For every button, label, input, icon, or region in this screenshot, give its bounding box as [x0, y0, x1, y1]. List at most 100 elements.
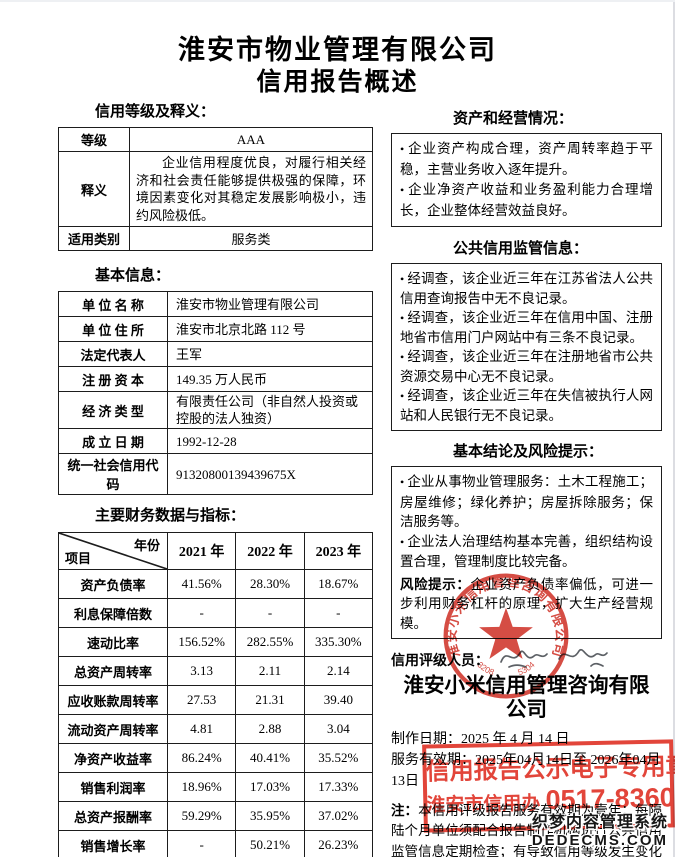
- metric-label: 资产负债率: [58, 569, 168, 599]
- table-row: 成 立 日 期 1992-12-28: [58, 428, 373, 454]
- metric-label: 总资产周转率: [58, 656, 168, 686]
- metric-value: 3.04: [303, 714, 374, 744]
- rating-definition-value: 企业信用程度优良，对履行相关经济和社会责任能够提供极强的保障，环境因素变化对其稳…: [129, 151, 373, 227]
- table-row: 适用类别 服务类: [58, 226, 373, 251]
- footnote: 注：本信用评级报告服务有效期为壹年；每隔陆个月单位须配合报告制作机构进行公共信用…: [391, 801, 662, 857]
- metric-value: 50.21%: [235, 830, 305, 857]
- company-name-value: 淮安市物业管理有限公司: [167, 291, 373, 317]
- table-row: 经 济 类 型有限责任公司（非自然人投资或控股的法人独资）: [58, 391, 373, 429]
- field-label: 单 位 住 所: [58, 316, 168, 342]
- rating-definition-label: 释义: [58, 151, 130, 227]
- field-label: 经 济 类 型: [58, 391, 168, 429]
- legal-rep-value: 王军: [167, 341, 373, 367]
- metric-value: -: [166, 830, 237, 857]
- agency-name-line2: 公司: [506, 698, 547, 721]
- diagonal-line: [59, 533, 167, 569]
- metric-label: 利息保障倍数: [58, 598, 168, 628]
- rating-table: 等级 AAA 释义 企业信用程度优良，对履行相关经济和社会责任能够提供极强的保障…: [58, 127, 373, 251]
- table-row: 注 册 资 本 149.35 万人民币: [58, 366, 373, 392]
- metric-value: -: [303, 598, 374, 628]
- assets-ops-heading: 资产和经营情况：: [453, 110, 574, 127]
- table-row: 单 位 名 称淮安市物业管理有限公司: [58, 291, 373, 317]
- risk-warning-label: 风险提示：: [400, 576, 471, 592]
- watermark-line2: DEDECMS.COM: [531, 832, 668, 849]
- year-corner-label: 年份: [133, 538, 160, 553]
- metric-value: -: [166, 598, 237, 628]
- watermark-line1: 织梦内容管理系统: [531, 814, 668, 831]
- metric-value: -: [235, 598, 305, 628]
- metric-value: 41.56%: [166, 569, 237, 599]
- left-column: 信用等级及释义： 等级 AAA 释义 企业信用程度优良，对履行相关经济和社会责任…: [58, 100, 374, 857]
- agency-name-line1: 淮安小米信用管理咨询有限: [403, 674, 650, 697]
- table-header-row: 年份 项目 2021 年 2022 年 2023 年: [58, 532, 374, 570]
- conclusion-box: 企业从事物业管理服务：土木工程施工；房屋维修；绿化养护；房屋拆除服务；保洁服务等…: [391, 466, 662, 639]
- metric-value: 18.67%: [303, 569, 374, 599]
- table-row: 应收账款周转率 27.53 21.31 39.40: [58, 685, 374, 715]
- table-row: 利息保障倍数 - - -: [58, 598, 374, 628]
- rater-line: 信用评级人员：: [391, 648, 662, 672]
- economic-type-value: 有限责任公司（非自然人投资或控股的法人独资）: [167, 391, 373, 429]
- founding-date-value: 1992-12-28: [167, 428, 373, 454]
- table-row: 总资产周转率 3.13 2.11 2.14: [58, 656, 374, 686]
- company-address-value: 淮安市北京北路 112 号: [167, 316, 373, 342]
- rating-grade-label: 等级: [58, 127, 130, 152]
- table-row: 单 位 住 所淮安市北京北路 112 号: [58, 316, 373, 342]
- table-row: 总资产报酬率 59.29% 35.95% 37.02%: [58, 801, 374, 831]
- year-column-header: 2021 年: [166, 532, 237, 570]
- metric-value: 39.40: [303, 685, 374, 715]
- rating-grade-value: AAA: [129, 127, 373, 152]
- bullet-item: 经调查，该企业近三年在注册地省市公共资源交易中心无不良记录。: [400, 347, 653, 386]
- assets-ops-box: 企业资产构成合理，资产周转率趋于平稳，主营业务收入逐年提升。 企业净资产收益和业…: [391, 133, 662, 227]
- metric-label: 销售利润率: [58, 772, 168, 802]
- metric-value: 335.30%: [303, 627, 374, 657]
- validity-period: 服务有效期：2025年04月14日至 2026年04月13日: [391, 753, 661, 789]
- metric-value: 2.88: [235, 714, 305, 744]
- financial-section-heading: 主要财务数据与指标：: [95, 507, 246, 524]
- handwritten-signature: [500, 648, 608, 668]
- metric-value: 17.33%: [303, 772, 374, 802]
- footnote-text: 本信用评级报告服务有效期为壹年；每隔陆个月单位须配合报告制作机构进行公共信用监管…: [391, 803, 663, 857]
- basic-info-table: 单 位 名 称淮安市物业管理有限公司 单 位 住 所淮安市北京北路 112 号 …: [58, 291, 373, 495]
- metric-label: 总资产报酬率: [58, 801, 168, 831]
- report-dates: 制作日期：2025 年 4 月 14 日 服务有效期：2025年04月14日至 …: [391, 729, 662, 792]
- table-row: 统一社会信用代码 91320800139439675X: [58, 453, 373, 495]
- table-row: 销售增长率 -50.21% 26.23%: [58, 830, 374, 857]
- metric-label: 净资产收益率: [58, 743, 168, 773]
- metric-value: 2.14: [303, 656, 374, 686]
- report-title-company: 淮安市物业管理有限公司: [178, 35, 497, 65]
- bullet-item: 经调查，该企业近三年在失信被执行人网站和人民银行无不良记录。: [400, 386, 653, 425]
- bullet-item: 企业从事物业管理服务：土木工程施工；房屋维修；绿化养护；房屋拆除服务；保洁服务等…: [400, 472, 653, 532]
- metric-value: 2.11: [235, 656, 305, 686]
- made-date: 制作日期：2025 年 4 月 14 日: [391, 732, 570, 747]
- metric-value: 28.30%: [235, 569, 305, 599]
- metric-value: 35.52%: [303, 743, 374, 773]
- table-row: 等级 AAA: [58, 127, 373, 152]
- metric-value: 59.29%: [166, 801, 237, 831]
- conclusion-heading: 基本结论及风险提示：: [453, 443, 604, 460]
- table-row: 法定代表人 王军: [58, 341, 373, 367]
- cms-watermark: 织梦内容管理系统 DEDECMS.COM: [532, 808, 668, 849]
- report-title-subtitle: 信用报告概述: [256, 68, 419, 96]
- metric-value: 3.13: [166, 656, 237, 686]
- table-row: 释义 企业信用程度优良，对履行相关经济和社会责任能够提供极强的保障，环境因素变化…: [58, 151, 373, 227]
- public-credit-box: 经调查，该企业近三年在江苏省法人公共信用查询报告中无不良记录。 经调查，该企业近…: [391, 263, 662, 431]
- rater-label: 信用评级人员：: [391, 652, 489, 668]
- bullet-item: 经调查，该企业近三年在江苏省法人公共信用查询报告中无不良记录。: [400, 269, 653, 308]
- rating-section-heading: 信用等级及释义：: [95, 103, 216, 120]
- field-label: 法定代表人: [58, 341, 168, 367]
- table-row: 销售利润率 18.96% 17.03% 17.33%: [58, 772, 374, 802]
- agency-name: 淮安小米信用管理咨询有限 公司: [391, 674, 662, 722]
- item-corner-label: 项目: [65, 551, 92, 566]
- field-label: 成 立 日 期: [58, 428, 168, 454]
- metric-value: 37.02%: [303, 801, 374, 831]
- rating-category-label: 适用类别: [58, 226, 130, 251]
- table-row: 速动比率 156.52% 282.55% 335.30%: [58, 627, 374, 657]
- metric-value: 26.23%: [303, 830, 374, 857]
- bullet-item: 企业资产构成合理，资产周转率趋于平稳，主营业务收入逐年提升。: [400, 139, 653, 180]
- metric-label: 应收账款周转率: [58, 685, 168, 715]
- financial-table: 年份 项目 2021 年 2022 年 2023 年 资产负债率 41.56% 28…: [58, 532, 374, 857]
- metric-value: 156.52%: [166, 627, 237, 657]
- bullet-item: 企业法人治理结构基本完善，组织结构设置合理，管理制度比较完备。: [400, 532, 653, 572]
- field-label: 注 册 资 本: [58, 366, 168, 392]
